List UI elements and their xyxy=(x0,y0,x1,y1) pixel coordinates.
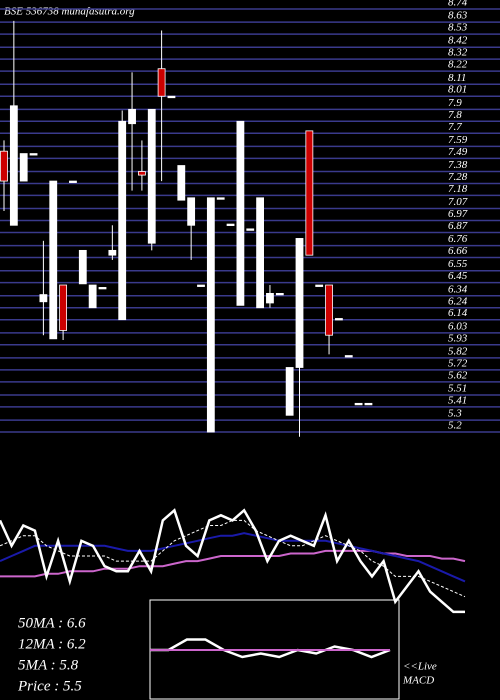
y-tick-label: 6.55 xyxy=(448,258,468,270)
y-tick-label: 8.01 xyxy=(448,84,467,96)
y-tick-label: 5.72 xyxy=(448,357,468,369)
candle-body xyxy=(197,284,205,287)
candle-body xyxy=(118,120,127,321)
candle-body xyxy=(266,292,274,304)
candle-body xyxy=(137,171,146,176)
y-tick-label: 7.8 xyxy=(448,109,462,121)
y-tick-label: 5.2 xyxy=(448,420,462,432)
candle-body xyxy=(147,108,156,244)
candle-body xyxy=(364,402,373,406)
candle-body xyxy=(0,150,8,182)
candle-body xyxy=(19,153,28,182)
y-tick-label: 6.97 xyxy=(448,208,468,220)
y-tick-label: 5.62 xyxy=(448,369,468,381)
stat-label: 5MA : 5.8 xyxy=(18,657,79,673)
candle-body xyxy=(128,108,136,125)
candle-body xyxy=(167,95,176,99)
y-tick-label: 6.34 xyxy=(448,283,468,295)
y-tick-label: 5.51 xyxy=(448,383,467,395)
candle-body xyxy=(39,294,48,303)
candle-body xyxy=(305,130,314,256)
y-tick-label: 7.18 xyxy=(448,183,468,195)
candle-body xyxy=(236,120,245,306)
y-tick-label: 5.41 xyxy=(448,394,467,406)
candle-body xyxy=(177,165,186,201)
y-tick-label: 8.53 xyxy=(448,22,468,34)
candle-body xyxy=(29,153,38,156)
y-tick-label: 5.3 xyxy=(448,408,462,420)
y-tick-label: 5.82 xyxy=(448,345,468,357)
candle-body xyxy=(59,284,67,331)
y-tick-label: 7.07 xyxy=(448,196,468,208)
y-tick-label: 7.49 xyxy=(448,146,468,158)
candle-body xyxy=(295,238,304,368)
y-tick-label: 7.38 xyxy=(448,159,468,171)
candle-body xyxy=(246,228,255,231)
y-tick-label: 6.24 xyxy=(448,295,468,307)
y-tick-label: 8.63 xyxy=(448,10,468,22)
candle-body xyxy=(216,197,225,200)
y-tick-label: 7.59 xyxy=(448,134,468,146)
macd-title: MACD xyxy=(402,675,434,687)
candle-body xyxy=(285,367,294,416)
candle-body xyxy=(334,318,343,321)
stat-label: Price : 5.5 xyxy=(17,678,82,694)
candle-body xyxy=(88,284,97,309)
candle-body xyxy=(157,68,166,97)
series-line xyxy=(150,638,391,659)
candle-body xyxy=(226,223,235,226)
candle-body xyxy=(256,197,265,309)
series-line xyxy=(0,508,465,614)
y-tick-label: 7.9 xyxy=(448,97,462,109)
y-tick-label: 6.45 xyxy=(448,270,468,282)
stat-label: 12MA : 6.2 xyxy=(18,636,86,652)
chart-title: BSE 536738 munafasutra.org xyxy=(4,6,135,18)
series-line xyxy=(0,549,466,578)
y-tick-label: 6.03 xyxy=(448,320,468,332)
candle-body xyxy=(206,197,215,433)
y-tick-label: 6.87 xyxy=(448,220,468,232)
y-tick-label: 6.76 xyxy=(448,233,468,245)
stat-label: 50MA : 6.6 xyxy=(18,615,86,631)
candle-body xyxy=(354,402,363,406)
y-tick-label: 8.22 xyxy=(448,59,468,71)
y-tick-label: 8.32 xyxy=(448,47,468,59)
candle-body xyxy=(108,249,117,256)
series-line xyxy=(0,532,466,583)
candle-body xyxy=(69,180,77,183)
y-tick-label: 8.42 xyxy=(448,35,468,47)
candle-body xyxy=(187,197,196,226)
candle-body xyxy=(344,355,353,358)
candle-body xyxy=(275,292,284,296)
candle-body xyxy=(9,105,18,226)
y-tick-label: 6.14 xyxy=(448,307,468,319)
candle-body xyxy=(49,180,58,340)
y-tick-label: 7.28 xyxy=(448,171,468,183)
y-tick-label: 8.11 xyxy=(448,72,466,84)
y-tick-label: 8.74 xyxy=(448,0,468,9)
candle-body xyxy=(315,284,324,287)
candle-body xyxy=(78,249,87,285)
macd-label: <<Live xyxy=(403,661,437,673)
y-tick-label: 7.7 xyxy=(448,121,462,133)
candle-body xyxy=(98,287,107,290)
y-tick-label: 5.93 xyxy=(448,332,468,344)
candle-body xyxy=(325,284,333,336)
y-tick-label: 6.66 xyxy=(448,245,468,257)
